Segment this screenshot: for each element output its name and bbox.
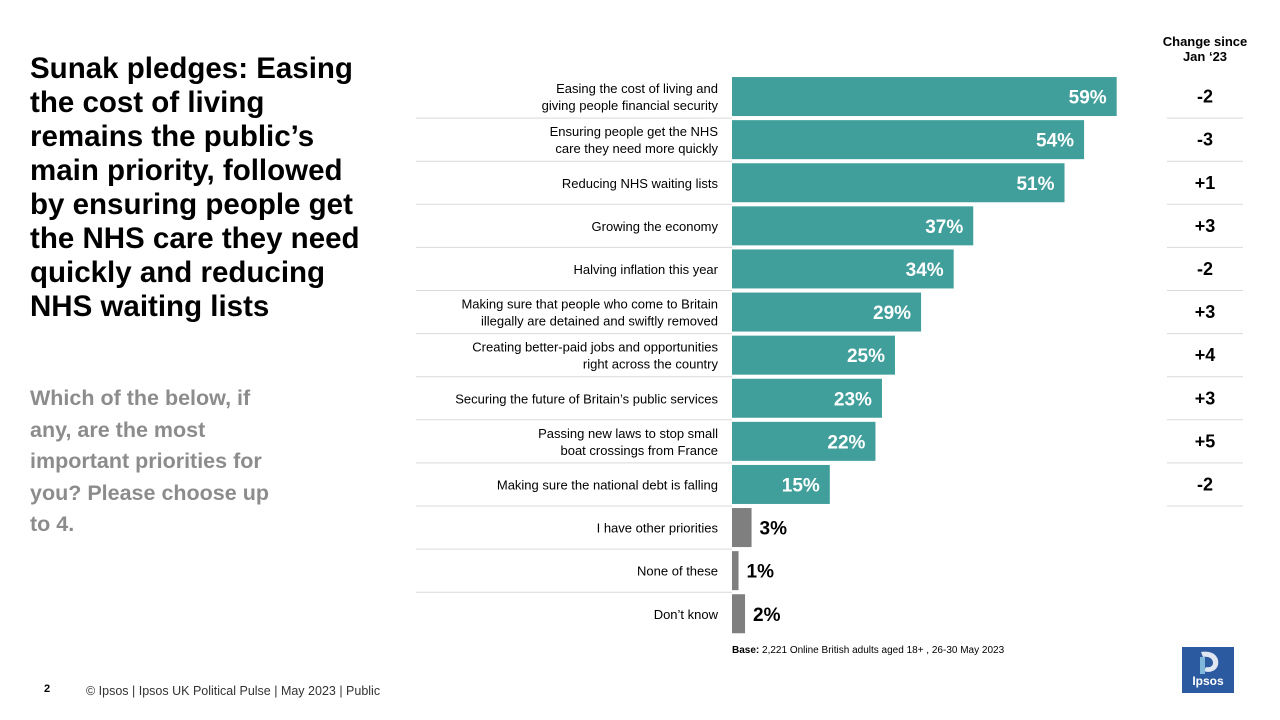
bar [732, 551, 739, 591]
data-label: 37% [925, 217, 963, 238]
data-label: 1% [747, 562, 775, 583]
category-label: Ensuring people get the NHS care they nee… [550, 124, 719, 156]
data-label: 23% [834, 389, 872, 410]
category-label: Making sure the national debt is falling [497, 477, 718, 492]
change-value: -2 [1197, 259, 1213, 279]
category-label: Growing the economy [592, 219, 719, 234]
category-label-line: Making sure that people who come to Brit… [461, 297, 718, 312]
category-label-line: Securing the future of Britain’s public … [455, 391, 718, 406]
page-number: 2 [44, 683, 51, 695]
bar [732, 163, 1065, 203]
category-label-line: Creating better-paid jobs and opportunit… [472, 340, 718, 355]
change-value: -2 [1197, 87, 1213, 107]
category-label: None of these [637, 564, 718, 579]
logo-text: Ipsos [1192, 674, 1224, 688]
category-label-line: boat crossings from France [560, 443, 718, 458]
data-label: 22% [827, 432, 865, 453]
bar [732, 335, 895, 375]
bar [732, 421, 876, 461]
category-label-line: illegally are detained and swiftly remov… [481, 314, 718, 329]
ipsos-logo-icon [1182, 647, 1234, 693]
category-label: Creating better-paid jobs and opportunit… [472, 340, 718, 372]
bar [732, 594, 746, 634]
change-value: +1 [1195, 173, 1216, 193]
category-label: Don’t know [654, 607, 719, 622]
bar [732, 508, 752, 548]
category-label-line: giving people financial security [542, 98, 719, 113]
change-value: +3 [1195, 302, 1216, 322]
data-label: 29% [873, 303, 911, 324]
change-column-header: Change since Jan ‘23 [1162, 34, 1248, 64]
data-label: 54% [1036, 131, 1074, 152]
page-title: Sunak pledges: Easing the cost of living… [30, 52, 360, 323]
category-label-line: Don’t know [654, 607, 719, 622]
category-label-line: Ensuring people get the NHS [550, 124, 719, 139]
category-label-line: Passing new laws to stop small [538, 426, 718, 441]
data-label: 15% [782, 475, 820, 496]
change-value: +4 [1195, 345, 1216, 365]
base-note: Base: 2,221 Online British adults aged 1… [732, 645, 1004, 656]
change-value: -2 [1197, 474, 1213, 494]
category-label: Passing new laws to stop small boat cross… [538, 426, 718, 458]
bar [732, 378, 882, 418]
bar [732, 464, 830, 504]
base-text: 2,221 Online British adults aged 18+ , 2… [762, 645, 1005, 656]
category-label-line: I have other priorities [597, 521, 719, 536]
change-value: -3 [1197, 130, 1213, 150]
category-label-line: Easing the cost of living and [556, 81, 718, 96]
data-label: 34% [906, 260, 944, 281]
category-label-line: Growing the economy [592, 219, 719, 234]
category-label: Making sure that people who come to Brit… [461, 297, 718, 329]
bar [732, 292, 922, 332]
data-label: 51% [1016, 174, 1054, 195]
change-value: +3 [1195, 216, 1216, 236]
base-label: Base: [732, 645, 760, 656]
data-label: 25% [847, 346, 885, 367]
bar [732, 77, 1117, 117]
data-label: 2% [753, 605, 781, 626]
category-label-line: care they need more quickly [555, 141, 718, 156]
footer-text: © Ipsos | Ipsos UK Political Pulse | May… [86, 684, 381, 698]
category-label: I have other priorities [597, 521, 719, 536]
category-label-line: None of these [637, 564, 718, 579]
bar [732, 249, 954, 289]
change-value: +3 [1195, 388, 1216, 408]
category-label: Halving inflation this year [573, 262, 718, 277]
bar [732, 120, 1085, 160]
category-label: Reducing NHS waiting lists [562, 176, 719, 191]
category-label-line: right across the country [583, 357, 719, 372]
category-label-line: Making sure the national debt is falling [497, 477, 718, 492]
bar [732, 206, 974, 246]
ipsos-logo: Ipsos [1182, 647, 1234, 693]
data-label: 59% [1069, 88, 1107, 109]
category-label: Easing the cost of living and giving peop… [542, 81, 719, 113]
category-label: Securing the future of Britain’s public … [455, 391, 718, 406]
category-label-line: Halving inflation this year [573, 262, 718, 277]
category-label-line: Reducing NHS waiting lists [562, 176, 719, 191]
change-value: +5 [1195, 431, 1216, 451]
survey-question: Which of the below, if any, are the most… [30, 386, 269, 536]
data-label: 3% [760, 519, 788, 540]
